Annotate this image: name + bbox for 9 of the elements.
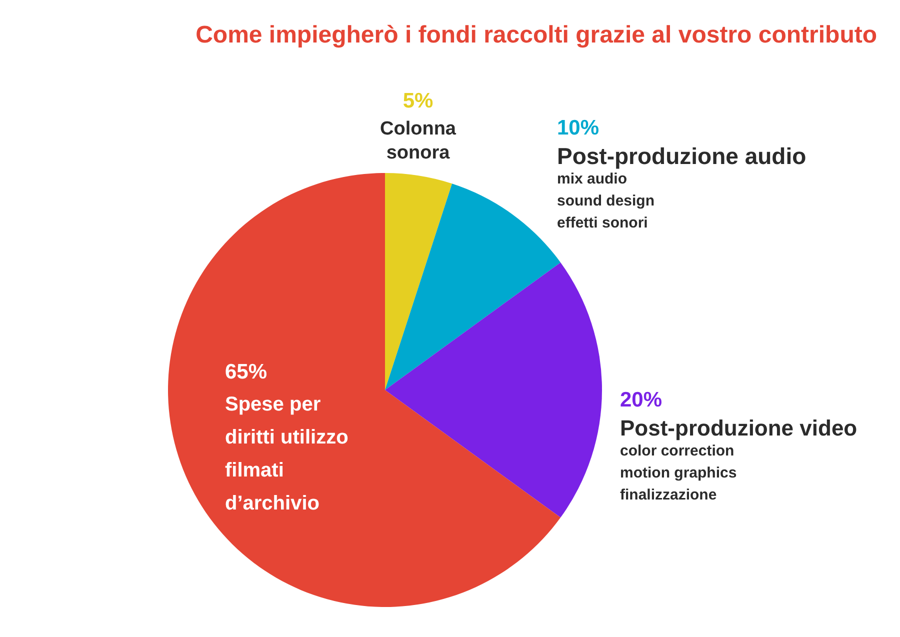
data-label: 5% xyxy=(402,90,434,112)
data-label: 65% xyxy=(225,360,268,384)
slice-label: Post-produzione video color correction motion graphics finalizzazione xyxy=(620,416,858,504)
data-label: 10% xyxy=(557,116,600,140)
slice-label: Colonna sonora xyxy=(380,118,456,164)
data-label: 20% xyxy=(620,388,662,412)
slice-label: Post-produzione audio mix audio sound design effetti sonori xyxy=(557,143,806,232)
slice-label: Spese per diritti utilizzo filmati d’archivio xyxy=(225,394,348,514)
chart-title: Come impiegherò i fondi raccolti grazie al vostro contributo xyxy=(196,22,877,48)
